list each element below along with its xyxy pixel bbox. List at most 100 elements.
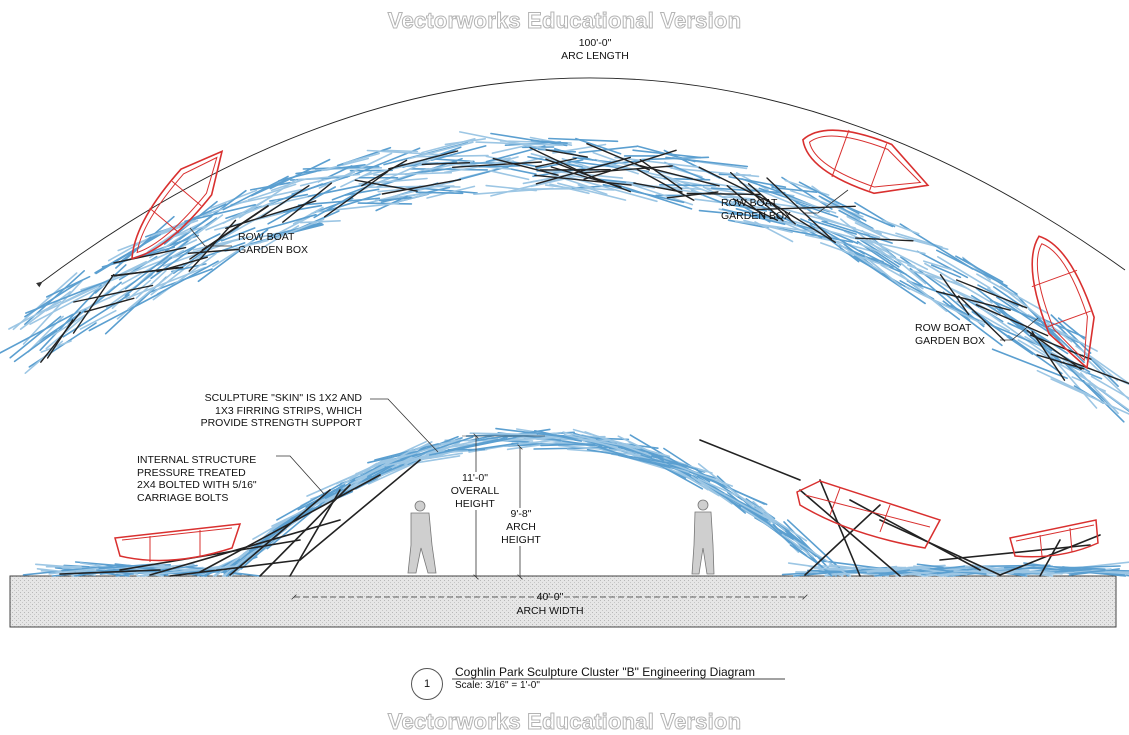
skin-strip bbox=[378, 196, 412, 202]
skin-strip bbox=[907, 264, 968, 289]
skin-strip bbox=[192, 237, 246, 251]
structure-member bbox=[201, 205, 269, 251]
skin-strip bbox=[719, 192, 781, 208]
skin-strip bbox=[1014, 292, 1065, 348]
skin-strip bbox=[817, 226, 866, 255]
skin-note: SCULPTURE "SKIN" IS 1X2 AND 1X3 FIRRING … bbox=[200, 392, 362, 429]
skin-strip bbox=[533, 446, 618, 450]
skin-strip bbox=[590, 439, 640, 450]
skin-strip bbox=[537, 430, 583, 442]
structure-member bbox=[72, 273, 115, 334]
skin-strip bbox=[978, 306, 1054, 360]
skin-strip bbox=[88, 292, 162, 332]
skin-strip bbox=[299, 220, 341, 224]
skin-strip bbox=[408, 141, 474, 160]
skin-strip bbox=[584, 431, 652, 457]
skin-strip bbox=[428, 436, 517, 456]
skin-strip bbox=[156, 260, 219, 295]
skin-strip bbox=[697, 477, 739, 497]
structure-member bbox=[636, 168, 695, 201]
skin-strip bbox=[864, 256, 902, 287]
skin-strip bbox=[367, 450, 419, 464]
skin-strip bbox=[490, 132, 568, 147]
arc-length-dimension-line bbox=[36, 77, 1126, 288]
skin-strip bbox=[856, 240, 923, 287]
skin-strip bbox=[568, 174, 656, 189]
skin-strip bbox=[150, 245, 196, 280]
skin-strip bbox=[269, 158, 331, 190]
skin-strip bbox=[725, 493, 764, 515]
skin-strip bbox=[222, 554, 252, 577]
skin-strip bbox=[444, 138, 487, 146]
structure-member bbox=[361, 159, 408, 187]
elevation-boat-far-right bbox=[1009, 519, 1099, 558]
skin-strip bbox=[1007, 322, 1047, 342]
skin-strip bbox=[1050, 314, 1092, 354]
boat-label-2: ROW BOAT GARDEN BOX bbox=[721, 197, 792, 222]
skin-strip bbox=[478, 165, 521, 168]
skin-strip bbox=[899, 273, 948, 313]
skin-strip bbox=[881, 219, 920, 235]
skin-strip bbox=[45, 275, 91, 298]
skin-strip bbox=[814, 214, 881, 239]
skin-strip bbox=[152, 253, 217, 301]
structure-member bbox=[73, 284, 154, 303]
skin-strip bbox=[1017, 568, 1092, 576]
structure-note-leader bbox=[276, 455, 326, 496]
skin-strip bbox=[426, 185, 476, 199]
skin-strip bbox=[135, 269, 167, 299]
skin-strip bbox=[563, 433, 619, 449]
skin-strip bbox=[197, 228, 269, 283]
skin-strip bbox=[357, 202, 413, 205]
skin-strip bbox=[259, 216, 311, 244]
skin-strip bbox=[415, 191, 464, 195]
skin-strip bbox=[196, 569, 233, 575]
skin-strip bbox=[354, 466, 385, 481]
skin-strip bbox=[367, 441, 461, 485]
structure-member bbox=[229, 489, 331, 576]
skin-strip bbox=[458, 131, 547, 150]
skin-strip bbox=[734, 220, 824, 234]
skin-strip bbox=[1050, 378, 1129, 415]
drawing-scale: Scale: 3/16" = 1'-0" bbox=[455, 680, 540, 691]
arch-height-label: ARCH HEIGHT bbox=[497, 521, 545, 546]
skin-strip bbox=[506, 441, 563, 451]
structure-member bbox=[633, 182, 683, 193]
boat-3-leader bbox=[1000, 317, 1039, 341]
structure-member bbox=[935, 290, 1011, 311]
arch-width-label: ARCH WIDTH bbox=[516, 605, 584, 617]
skin-strip bbox=[614, 156, 701, 169]
skin-strip bbox=[45, 310, 91, 350]
overall-height-label: OVERALL HEIGHT bbox=[440, 485, 510, 510]
skin-strip bbox=[1073, 569, 1106, 575]
skin-strip bbox=[843, 230, 891, 254]
skin-strip bbox=[577, 184, 608, 196]
structure-member bbox=[323, 170, 389, 218]
skin-strip bbox=[956, 300, 1011, 332]
structure-member bbox=[975, 304, 1049, 337]
structure-member bbox=[804, 504, 881, 576]
skin-strip bbox=[916, 250, 969, 279]
skin-strip bbox=[795, 202, 839, 218]
structure-member bbox=[686, 192, 761, 196]
skin-strip bbox=[184, 204, 256, 223]
boat-1-leader bbox=[189, 227, 232, 247]
skin-strip bbox=[697, 463, 766, 517]
skin-strip bbox=[1017, 339, 1091, 383]
structure-note: INTERNAL STRUCTURE PRESSURE TREATED 2X4 … bbox=[137, 454, 257, 504]
skin-strip bbox=[306, 457, 394, 497]
skin-strip bbox=[412, 436, 474, 458]
structure-member bbox=[545, 149, 588, 158]
skin-strip bbox=[789, 544, 818, 564]
skin-strip bbox=[326, 152, 393, 185]
skin-strip bbox=[398, 450, 454, 465]
skin-strip bbox=[322, 193, 381, 213]
structure-member bbox=[939, 274, 970, 316]
skin-strip bbox=[24, 279, 110, 314]
skin-strip bbox=[491, 143, 533, 154]
skin-strip bbox=[344, 188, 380, 196]
skin-strip bbox=[392, 191, 433, 204]
structure-member bbox=[59, 569, 161, 575]
structure-member bbox=[855, 237, 914, 242]
structure-member bbox=[354, 179, 418, 192]
